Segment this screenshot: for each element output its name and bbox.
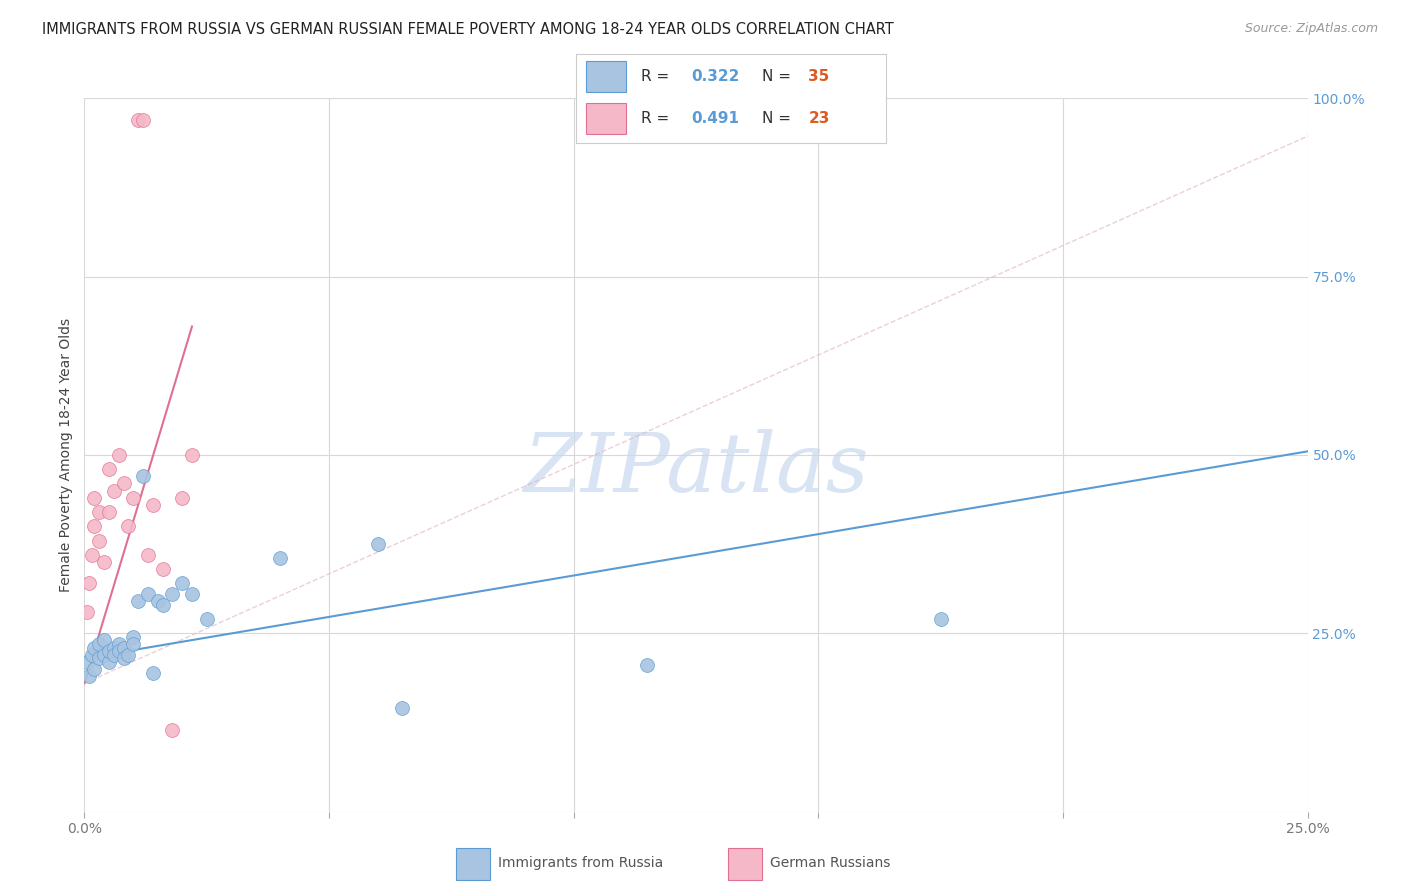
- Text: German Russians: German Russians: [770, 856, 890, 870]
- Point: [152, 562, 174, 576]
- Point: [93, 648, 115, 662]
- Point: [142, 665, 165, 680]
- Point: [97, 644, 120, 658]
- Point: [83, 662, 105, 676]
- Point: [391, 701, 413, 715]
- FancyBboxPatch shape: [586, 103, 626, 134]
- Point: [142, 498, 165, 512]
- Text: Immigrants from Russia: Immigrants from Russia: [498, 856, 662, 870]
- Y-axis label: Female Poverty Among 18-24 Year Olds: Female Poverty Among 18-24 Year Olds: [59, 318, 73, 592]
- Point: [117, 648, 139, 662]
- Point: [136, 548, 159, 562]
- Point: [83, 640, 105, 655]
- Point: [195, 612, 218, 626]
- Point: [181, 448, 204, 462]
- FancyBboxPatch shape: [456, 848, 489, 880]
- Point: [112, 476, 135, 491]
- Text: 0.322: 0.322: [690, 69, 740, 84]
- Point: [87, 651, 110, 665]
- Point: [80, 548, 103, 562]
- Point: [87, 533, 110, 548]
- Point: [77, 669, 100, 683]
- Point: [181, 587, 204, 601]
- Text: R =: R =: [641, 111, 675, 126]
- Point: [103, 640, 125, 655]
- Point: [103, 648, 125, 662]
- Point: [269, 551, 291, 566]
- Point: [152, 598, 174, 612]
- Point: [87, 505, 110, 519]
- Point: [127, 112, 149, 127]
- Point: [112, 651, 135, 665]
- Point: [122, 630, 145, 644]
- Point: [107, 644, 129, 658]
- Text: N =: N =: [762, 111, 796, 126]
- Text: 35: 35: [808, 69, 830, 84]
- Point: [77, 576, 100, 591]
- FancyBboxPatch shape: [728, 848, 762, 880]
- Point: [367, 537, 389, 551]
- Text: R =: R =: [641, 69, 675, 84]
- Point: [636, 658, 658, 673]
- Text: N =: N =: [762, 69, 796, 84]
- Point: [172, 491, 194, 505]
- Point: [93, 555, 115, 569]
- Point: [117, 519, 139, 533]
- Text: 0.491: 0.491: [690, 111, 740, 126]
- Text: IMMIGRANTS FROM RUSSIA VS GERMAN RUSSIAN FEMALE POVERTY AMONG 18-24 YEAR OLDS CO: IMMIGRANTS FROM RUSSIA VS GERMAN RUSSIAN…: [42, 22, 894, 37]
- Point: [87, 637, 110, 651]
- Point: [132, 112, 155, 127]
- Point: [80, 648, 103, 662]
- Point: [107, 637, 129, 651]
- Point: [107, 448, 129, 462]
- Point: [122, 637, 145, 651]
- Point: [97, 462, 120, 476]
- Point: [83, 491, 105, 505]
- Point: [93, 633, 115, 648]
- Point: [97, 655, 120, 669]
- Point: [136, 587, 159, 601]
- Point: [83, 519, 105, 533]
- Point: [122, 491, 145, 505]
- Point: [76, 655, 98, 669]
- Point: [162, 723, 184, 737]
- Text: Source: ZipAtlas.com: Source: ZipAtlas.com: [1244, 22, 1378, 36]
- FancyBboxPatch shape: [586, 61, 626, 92]
- Point: [162, 587, 184, 601]
- Point: [76, 605, 98, 619]
- Point: [132, 469, 155, 483]
- Point: [172, 576, 194, 591]
- Point: [97, 505, 120, 519]
- Point: [112, 640, 135, 655]
- Point: [929, 612, 952, 626]
- Point: [146, 594, 169, 608]
- Point: [127, 594, 149, 608]
- Point: [103, 483, 125, 498]
- Text: ZIPatlas: ZIPatlas: [523, 429, 869, 509]
- Text: 23: 23: [808, 111, 830, 126]
